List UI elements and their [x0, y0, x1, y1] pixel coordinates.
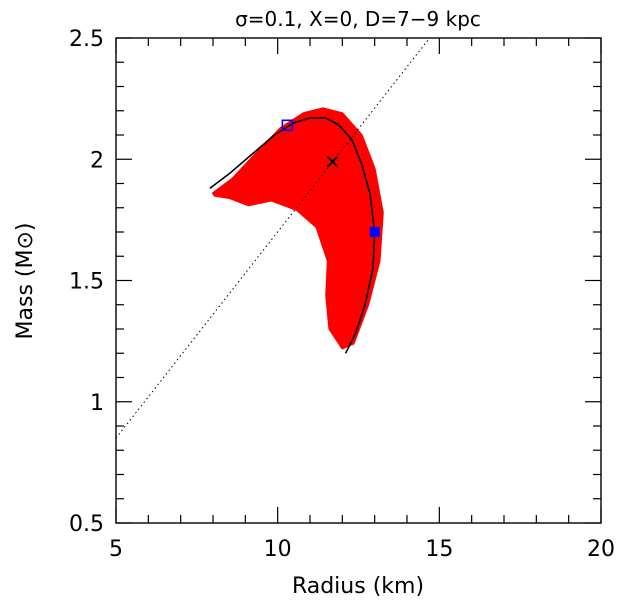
- y-tick-label: 2.5: [69, 27, 104, 52]
- filled-square-marker: [369, 227, 380, 237]
- plot-area: [115, 37, 602, 524]
- x-tick-labels: 5 10 15 20: [109, 537, 615, 562]
- y-tick-label: 1.5: [69, 270, 104, 295]
- y-tick-label: 1: [90, 391, 104, 416]
- x-tick-label: 10: [264, 537, 292, 562]
- plot-contents: [116, 38, 431, 439]
- mass-radius-curve: [209, 117, 376, 354]
- x-tick-label: 20: [587, 537, 615, 562]
- y-tick-label: 0.5: [69, 512, 104, 537]
- dotted-reference-line: [116, 38, 431, 439]
- x-tick-label: 5: [109, 537, 123, 562]
- y-axis-title: Mass (M⊙): [13, 223, 38, 340]
- x-axis-title: Radius (km): [292, 574, 424, 599]
- best-fit-marker: [326, 155, 339, 168]
- confidence-region: [212, 107, 384, 350]
- y-tick-labels: 0.5 1 1.5 2 2.5: [69, 27, 104, 537]
- x-tick-label: 15: [425, 537, 453, 562]
- chart-title: σ=0.1, X=0, D=7−9 kpc: [235, 7, 481, 31]
- plot-frame: [115, 37, 602, 524]
- y-tick-label: 2: [90, 148, 104, 173]
- open-square-marker: [281, 119, 294, 132]
